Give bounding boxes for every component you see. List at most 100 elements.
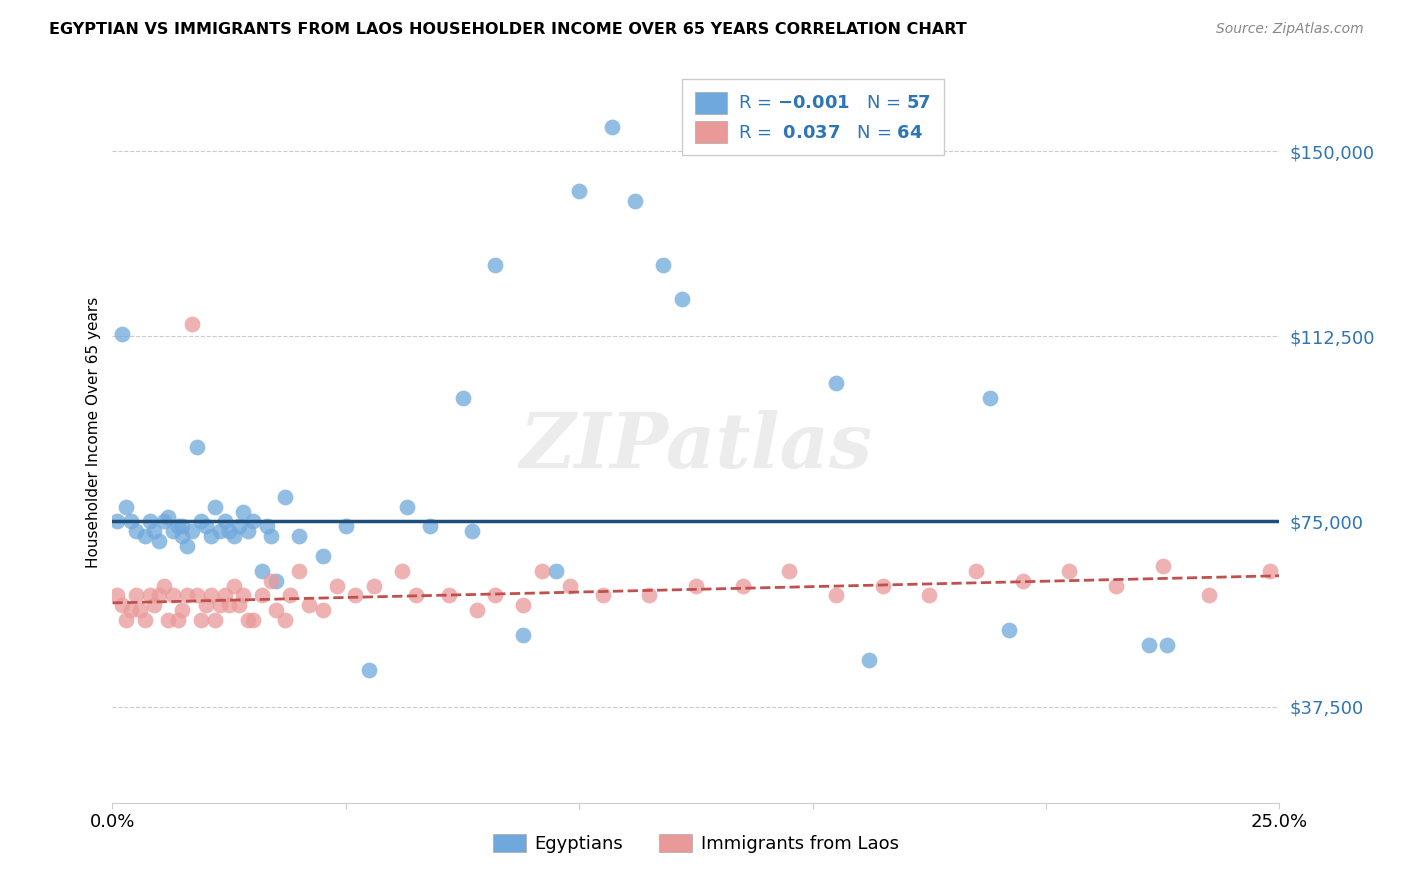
Point	[105, 589, 128, 603]
Text: EGYPTIAN VS IMMIGRANTS FROM LAOS HOUSEHOLDER INCOME OVER 65 YEARS CORRELATION CH: EGYPTIAN VS IMMIGRANTS FROM LAOS HOUSEHO…	[49, 22, 967, 37]
Point	[512, 599, 534, 613]
Point	[232, 589, 254, 603]
Point	[311, 603, 333, 617]
Point	[1105, 579, 1128, 593]
Point	[1011, 574, 1033, 588]
Point	[204, 613, 226, 627]
Point	[180, 317, 202, 331]
Point	[176, 589, 198, 603]
Point	[139, 515, 162, 529]
Point	[264, 603, 287, 617]
Point	[858, 653, 880, 667]
Point	[872, 579, 894, 593]
Legend: Egyptians, Immigrants from Laos: Egyptians, Immigrants from Laos	[486, 827, 905, 861]
Point	[232, 505, 254, 519]
Point	[190, 613, 212, 627]
Text: Source: ZipAtlas.com: Source: ZipAtlas.com	[1216, 22, 1364, 37]
Point	[186, 589, 208, 603]
Point	[437, 589, 460, 603]
Point	[242, 613, 264, 627]
Point	[153, 579, 176, 593]
Point	[997, 623, 1019, 637]
Point	[236, 524, 259, 539]
Point	[1152, 558, 1174, 573]
Point	[120, 603, 142, 617]
Point	[143, 524, 166, 539]
Point	[208, 524, 231, 539]
Point	[228, 519, 250, 533]
Point	[671, 293, 693, 307]
Point	[344, 589, 367, 603]
Point	[918, 589, 941, 603]
Point	[260, 574, 283, 588]
Point	[166, 613, 188, 627]
Point	[419, 519, 441, 533]
Point	[186, 441, 208, 455]
Point	[157, 613, 180, 627]
Point	[512, 628, 534, 642]
Point	[359, 663, 381, 677]
Point	[115, 500, 138, 514]
Point	[297, 599, 319, 613]
Point	[134, 613, 156, 627]
Point	[484, 258, 506, 272]
Point	[200, 589, 222, 603]
Point	[162, 524, 184, 539]
Point	[105, 515, 128, 529]
Point	[325, 579, 347, 593]
Point	[260, 529, 283, 543]
Point	[134, 529, 156, 543]
Point	[242, 515, 264, 529]
Point	[278, 589, 301, 603]
Point	[111, 599, 134, 613]
Point	[311, 549, 333, 563]
Point	[465, 603, 488, 617]
Point	[778, 564, 800, 578]
Point	[200, 529, 222, 543]
Point	[1137, 638, 1160, 652]
Point	[222, 579, 245, 593]
Point	[624, 194, 647, 208]
Point	[530, 564, 553, 578]
Point	[162, 589, 184, 603]
Point	[190, 515, 212, 529]
Point	[153, 515, 176, 529]
Point	[274, 613, 297, 627]
Point	[218, 599, 240, 613]
Point	[214, 589, 236, 603]
Point	[176, 539, 198, 553]
Point	[143, 599, 166, 613]
Point	[172, 603, 194, 617]
Point	[157, 509, 180, 524]
Point	[166, 519, 188, 533]
Point	[395, 500, 418, 514]
Point	[685, 579, 707, 593]
Point	[600, 120, 623, 134]
Point	[139, 589, 162, 603]
Point	[558, 579, 581, 593]
Point	[228, 599, 250, 613]
Point	[363, 579, 385, 593]
Point	[461, 524, 484, 539]
Point	[1156, 638, 1178, 652]
Point	[208, 599, 231, 613]
Text: ZIPatlas: ZIPatlas	[519, 410, 873, 484]
Point	[250, 564, 273, 578]
Point	[172, 519, 194, 533]
Point	[592, 589, 614, 603]
Point	[250, 589, 273, 603]
Point	[129, 603, 152, 617]
Point	[825, 376, 848, 391]
Point	[204, 500, 226, 514]
Point	[568, 184, 591, 198]
Point	[638, 589, 661, 603]
Point	[222, 529, 245, 543]
Point	[264, 574, 287, 588]
Point	[180, 524, 202, 539]
Point	[544, 564, 567, 578]
Point	[1059, 564, 1081, 578]
Point	[194, 519, 217, 533]
Point	[256, 519, 278, 533]
Point	[236, 613, 259, 627]
Y-axis label: Householder Income Over 65 years: Householder Income Over 65 years	[86, 297, 101, 568]
